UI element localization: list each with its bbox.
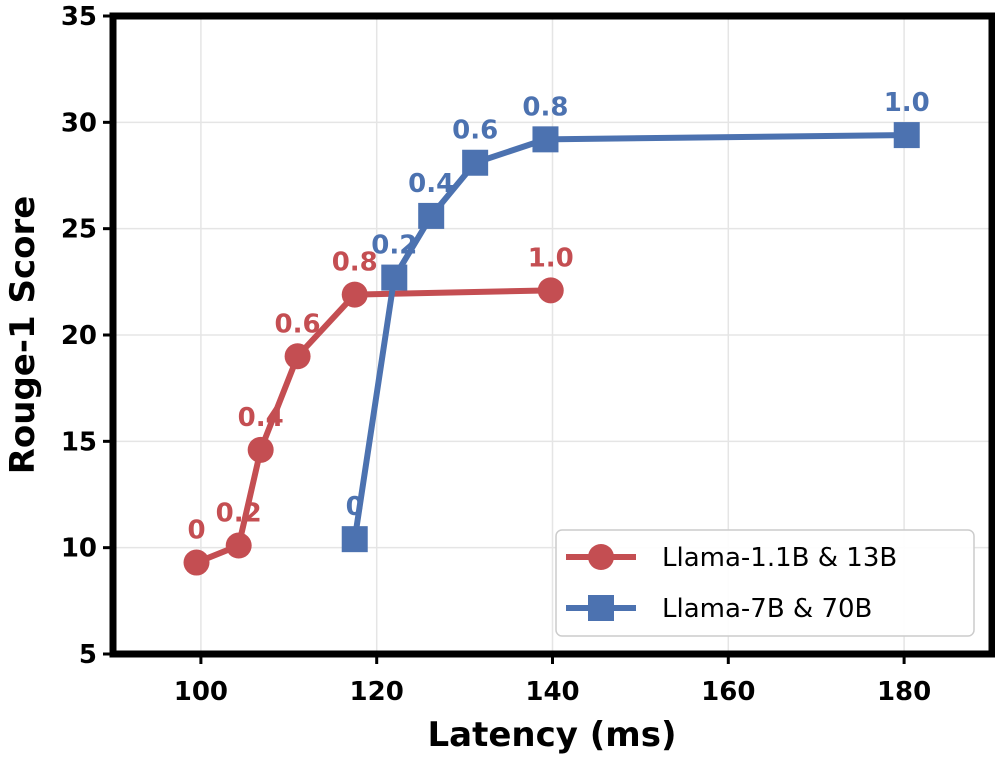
data-label: 0.8 bbox=[522, 92, 568, 122]
legend-box bbox=[555, 529, 975, 637]
series-2: 0 0.2 0.4 0.6 0.8 1.0 bbox=[341, 88, 930, 553]
y-tick-label: 30 bbox=[61, 108, 97, 138]
data-point bbox=[532, 126, 559, 153]
data-point bbox=[247, 436, 274, 463]
y-tick-label: 10 bbox=[61, 534, 97, 564]
legend-label-series-1: Llama-1.1B & 13B bbox=[662, 543, 897, 573]
y-axis-title: Rouge-1 Score bbox=[3, 196, 43, 475]
series-1: 0 0.2 0.4 0.6 0.8 1.0 bbox=[183, 243, 574, 576]
y-tick-label: 5 bbox=[79, 640, 97, 670]
x-tick-label: 140 bbox=[525, 677, 579, 707]
data-label: 1.0 bbox=[528, 243, 574, 273]
y-tick-label: 15 bbox=[61, 427, 97, 457]
series-layer: 0 0.2 0.4 0.6 0.8 1.0 0 0.2 0.4 0.6 0.8 1.0 bbox=[183, 88, 930, 576]
data-label: 0.2 bbox=[371, 231, 417, 261]
x-tick-label: 100 bbox=[174, 677, 228, 707]
data-point bbox=[462, 149, 489, 176]
data-label: 0 bbox=[187, 516, 205, 546]
data-point bbox=[341, 526, 368, 553]
axis-ticks: 100 120 140 160 180 5 10 15 20 25 30 35 bbox=[61, 2, 931, 707]
y-tick-label: 25 bbox=[61, 215, 97, 245]
legend-marker-series-1 bbox=[588, 544, 614, 570]
legend-marker-series-2 bbox=[588, 595, 614, 621]
data-point bbox=[225, 532, 252, 559]
x-axis-title: Latency (ms) bbox=[427, 715, 676, 755]
legend: Llama-1.1B & 13B Llama-7B & 70B bbox=[555, 529, 975, 637]
data-point bbox=[284, 343, 311, 370]
series-line bbox=[351, 132, 907, 540]
data-label: 0.6 bbox=[275, 309, 321, 339]
x-tick-label: 120 bbox=[350, 677, 404, 707]
data-point bbox=[418, 202, 445, 229]
legend-label-series-2: Llama-7B & 70B bbox=[662, 594, 872, 624]
y-tick-label: 20 bbox=[61, 321, 97, 351]
x-tick-label: 180 bbox=[877, 677, 931, 707]
data-point bbox=[341, 281, 368, 308]
data-label: 0.2 bbox=[216, 499, 262, 529]
data-point bbox=[381, 264, 408, 291]
data-label: 0.4 bbox=[238, 403, 284, 433]
data-point bbox=[537, 277, 564, 304]
data-label: 0.6 bbox=[452, 116, 498, 146]
data-label: 0.4 bbox=[408, 169, 454, 199]
data-label: 0.8 bbox=[332, 248, 378, 278]
x-tick-label: 160 bbox=[701, 677, 755, 707]
y-tick-label: 35 bbox=[61, 2, 97, 32]
data-point bbox=[893, 122, 920, 149]
data-point bbox=[183, 549, 210, 576]
data-label: 1.0 bbox=[884, 88, 930, 118]
data-label: 0 bbox=[346, 492, 364, 522]
